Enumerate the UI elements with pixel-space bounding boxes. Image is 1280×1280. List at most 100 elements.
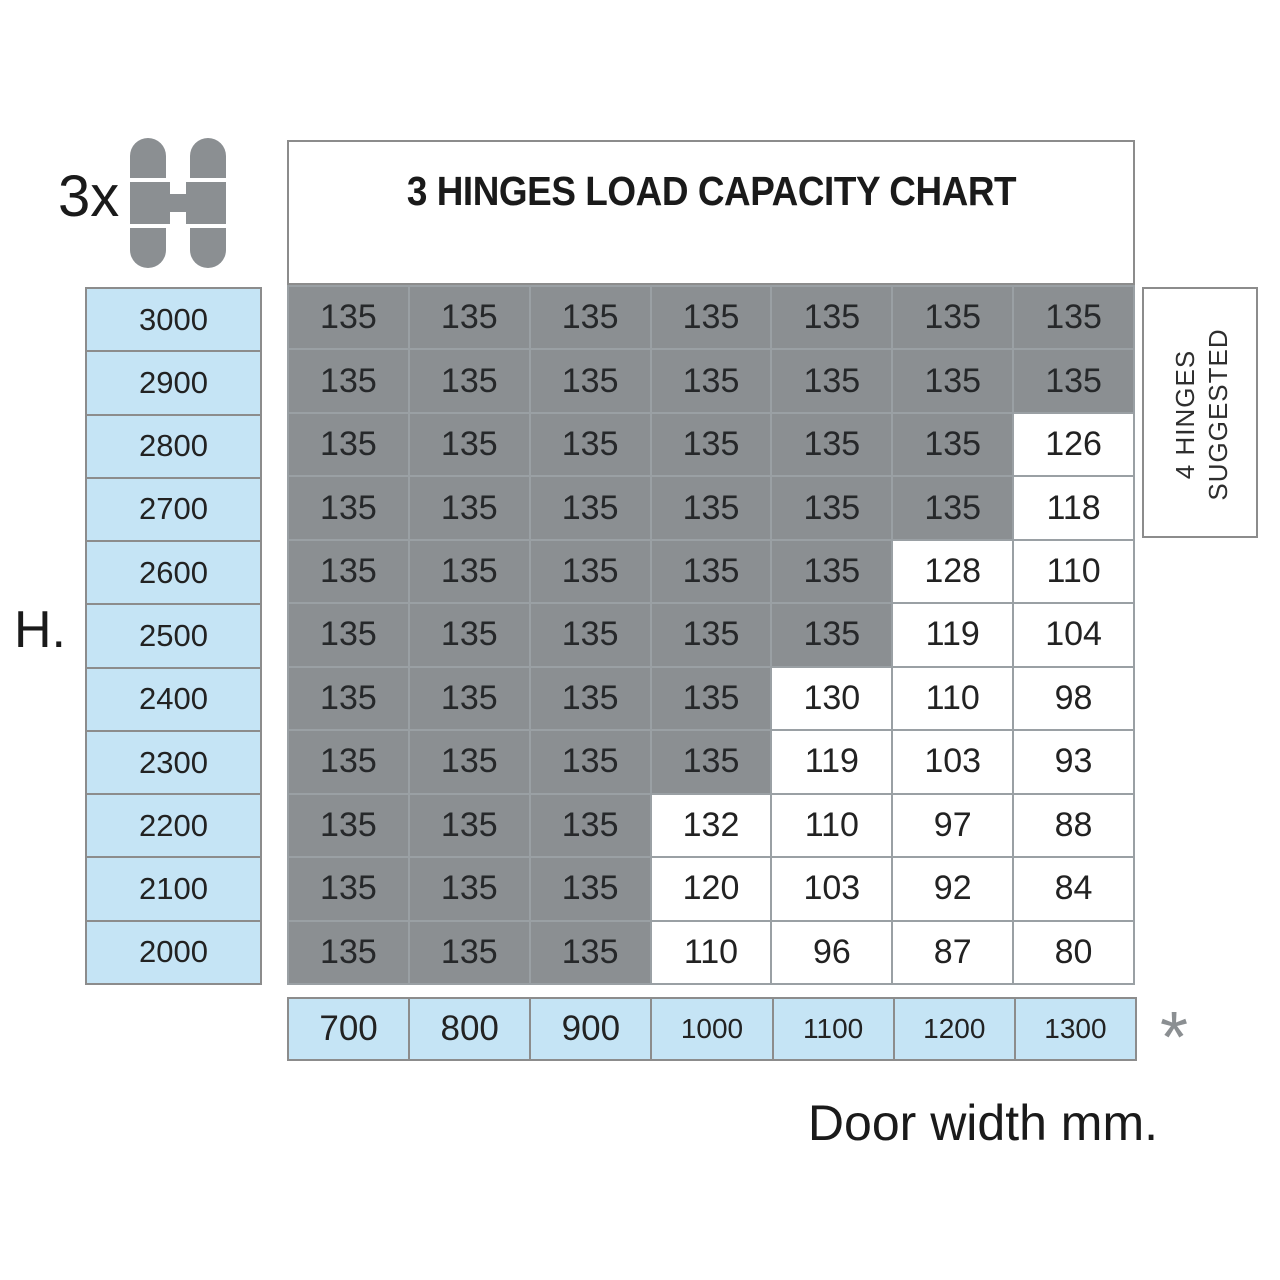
load-cell: 130 xyxy=(772,667,892,730)
load-cell: 135 xyxy=(651,604,771,666)
height-cell: 2800 xyxy=(87,415,260,477)
load-cell: 135 xyxy=(651,350,771,412)
height-cell: 2500 xyxy=(87,605,260,667)
load-cell: 135 xyxy=(651,287,771,349)
load-cell: 119 xyxy=(893,604,1013,666)
load-cell: 92 xyxy=(893,858,1013,920)
height-cell: 2000 xyxy=(87,921,260,983)
hinge-icon-part xyxy=(130,138,166,178)
four-hinges-note-line: SUGGESTED xyxy=(1203,328,1233,501)
load-cell: 135 xyxy=(893,350,1013,412)
load-cell: 135 xyxy=(893,287,1013,349)
load-cell: 135 xyxy=(651,731,771,793)
width-cell: 1200 xyxy=(894,999,1014,1059)
load-cell: 135 xyxy=(289,921,408,983)
hinge-icon-part xyxy=(190,228,226,268)
height-cell: 2900 xyxy=(87,352,260,414)
load-cell: 135 xyxy=(409,540,529,603)
height-cell: 2300 xyxy=(87,731,260,794)
hinge-icon-part xyxy=(130,228,166,268)
load-cell: 118 xyxy=(1014,477,1133,539)
height-cell: 2700 xyxy=(87,478,260,541)
load-cell: 120 xyxy=(651,858,771,920)
load-cell: 135 xyxy=(772,604,892,666)
load-cell: 135 xyxy=(289,794,408,857)
capacity-grid: 135 135 135 135 135 135 135 135 135 135 135 135 135 1… xyxy=(287,285,1135,985)
load-cell: 98 xyxy=(1014,667,1133,730)
load-cell: 135 xyxy=(289,604,408,666)
width-cell: 800 xyxy=(410,999,530,1059)
load-cell: 135 xyxy=(1014,287,1133,349)
load-cell: 135 xyxy=(651,477,771,539)
four-hinges-note: 4 HINGES SUGGESTED xyxy=(1144,289,1256,536)
load-cell: 88 xyxy=(1014,794,1133,857)
load-cell: 135 xyxy=(289,413,408,476)
load-cell: 135 xyxy=(651,540,771,603)
load-cell: 135 xyxy=(409,477,529,539)
four-hinges-note-line: 4 HINGES xyxy=(1170,349,1200,480)
load-cell: 135 xyxy=(772,287,892,349)
load-cell: 135 xyxy=(530,350,650,412)
load-cell: 97 xyxy=(893,794,1013,857)
load-cell: 132 xyxy=(651,794,771,857)
height-cell: 3000 xyxy=(87,289,260,351)
load-cell: 135 xyxy=(530,921,650,983)
load-cell: 135 xyxy=(409,604,529,666)
load-cell: 135 xyxy=(893,477,1013,539)
load-cell: 93 xyxy=(1014,731,1133,793)
load-cell: 135 xyxy=(530,667,650,730)
width-cell: 1000 xyxy=(652,999,772,1059)
load-cell: 135 xyxy=(530,604,650,666)
hinge-icon-part xyxy=(170,212,186,224)
load-cell: 135 xyxy=(651,667,771,730)
load-cell: 135 xyxy=(1014,350,1133,412)
load-cell: 135 xyxy=(772,350,892,412)
load-cell: 135 xyxy=(289,667,408,730)
load-cell: 110 xyxy=(1014,540,1133,603)
load-cell: 126 xyxy=(1014,413,1133,476)
load-cell: 84 xyxy=(1014,858,1133,920)
door-height-column: 3000 2900 2800 2700 2600 2500 2400 2300 2200 2100… xyxy=(85,287,262,985)
load-cell: 135 xyxy=(409,731,529,793)
height-cell: 2100 xyxy=(87,858,260,920)
load-cell: 110 xyxy=(651,921,771,983)
load-cell: 135 xyxy=(530,731,650,793)
load-cell: 135 xyxy=(409,287,529,349)
door-width-row: 700 800 900 1000 1100 1200 1300 xyxy=(287,997,1137,1061)
width-cell: 1100 xyxy=(773,999,893,1059)
load-cell: 135 xyxy=(530,287,650,349)
load-cell: 135 xyxy=(772,540,892,603)
width-cell: 1300 xyxy=(1015,999,1135,1059)
chart-title: 3 HINGES LOAD CAPACITY CHART xyxy=(406,168,1016,214)
load-cell: 135 xyxy=(893,413,1013,476)
load-cell: 135 xyxy=(289,858,408,920)
height-cell: 2600 xyxy=(87,542,260,604)
load-cell: 135 xyxy=(409,413,529,476)
load-cell: 96 xyxy=(772,921,892,983)
load-cell: 135 xyxy=(409,350,529,412)
load-cell: 135 xyxy=(289,287,408,349)
load-cell: 135 xyxy=(530,540,650,603)
footnote-asterisk: * xyxy=(1160,998,1189,1078)
load-cell: 104 xyxy=(1014,604,1133,666)
chart-title-box: 3 HINGES LOAD CAPACITY CHART xyxy=(287,140,1135,285)
load-cell: 110 xyxy=(772,794,892,857)
hinge-icon-part xyxy=(190,138,226,178)
width-cell: 900 xyxy=(531,999,651,1059)
load-cell: 135 xyxy=(289,540,408,603)
height-axis-label: H. xyxy=(14,601,66,659)
height-cell: 2200 xyxy=(87,795,260,857)
load-cell: 135 xyxy=(409,794,529,857)
load-cell: 103 xyxy=(772,858,892,920)
height-cell: 2400 xyxy=(87,668,260,730)
load-cell: 135 xyxy=(409,921,529,983)
load-cell: 110 xyxy=(893,667,1013,730)
load-cell: 119 xyxy=(772,731,892,793)
load-cell: 135 xyxy=(289,350,408,412)
concealed-hinge-icon xyxy=(130,138,226,268)
load-cell: 135 xyxy=(409,667,529,730)
load-cell: 135 xyxy=(651,413,771,476)
width-cell: 700 xyxy=(289,999,409,1059)
hinge-count-label: 3x xyxy=(58,164,120,229)
